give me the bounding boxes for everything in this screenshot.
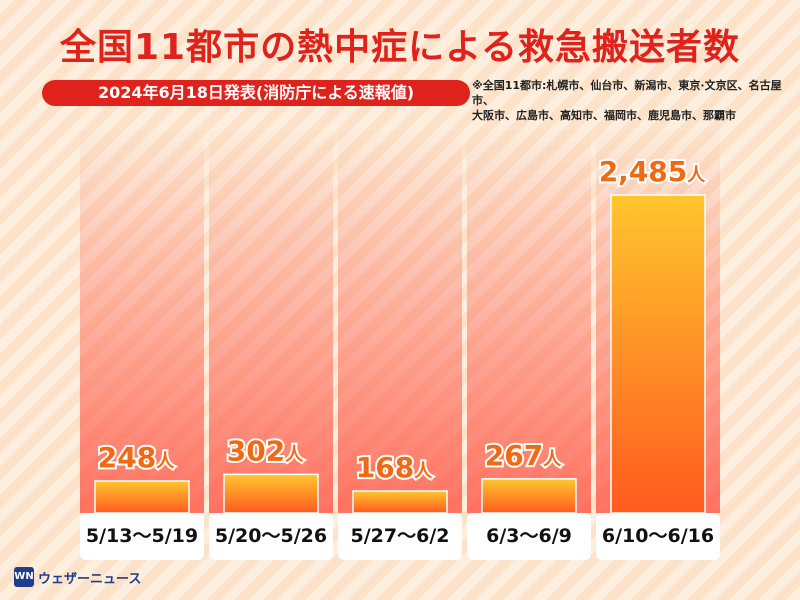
subtitle-badge: 2024年6月18日発表(消防庁による速報値) [42, 80, 470, 106]
weathernews-logo-text: ウェザーニュース [38, 572, 142, 587]
column-bg-4 [467, 128, 591, 513]
bar-2 [223, 473, 319, 514]
bar-5 [610, 194, 706, 514]
chart-title: 全国11都市の熱中症による救急搬送者数 [59, 27, 741, 68]
value-labels-group: 248人 302人 168人 267人 2,485人 [96, 153, 709, 486]
value-label-2: 302人 [227, 434, 304, 467]
column-bg-3 [338, 128, 462, 513]
x-tick-label-5: 6/10〜6/16 [596, 513, 720, 560]
weathernews-logo-icon: WN [14, 567, 34, 587]
value-label-1: 248人 [98, 441, 175, 474]
column-bg-2 [209, 128, 333, 513]
value-label-5: 2,485人 [599, 155, 707, 188]
column-bg-1 [80, 128, 204, 513]
cities-note: ※全国11都市:札幌市、仙台市、新潟市、東京·文京区、名古屋市、 大阪市、広島市… [472, 78, 794, 123]
cities-note-line1: ※全国11都市:札幌市、仙台市、新潟市、東京·文京区、名古屋市、 [472, 79, 782, 107]
bar-3 [352, 490, 448, 514]
x-tick-label-3: 5/27〜6/2 [338, 513, 462, 560]
bar-1 [94, 480, 190, 514]
x-tick-label-4: 6/3〜6/9 [467, 513, 591, 560]
x-tick-label-1: 5/13〜5/19 [80, 513, 204, 560]
bar-4 [481, 478, 577, 514]
value-label-3: 168人 [356, 451, 433, 484]
bars-group [94, 194, 706, 514]
cities-note-line2: 大阪市、広島市、高知市、福岡市、鹿児島市、那覇市 [472, 109, 736, 122]
value-label-4: 267人 [485, 439, 562, 472]
x-tick-label-2: 5/20〜5/26 [209, 513, 333, 560]
